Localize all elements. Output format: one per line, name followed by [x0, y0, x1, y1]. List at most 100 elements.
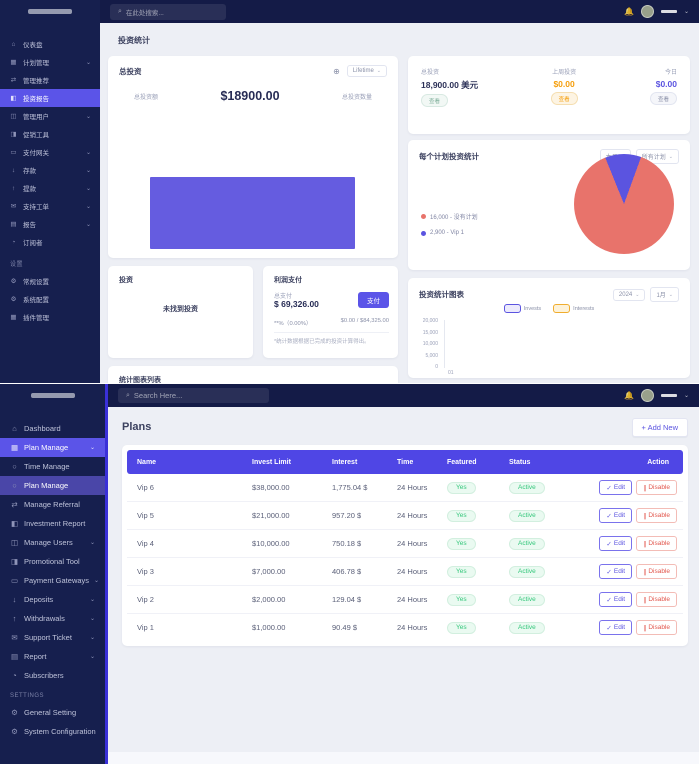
check-icon: ✓ — [606, 540, 612, 548]
sidebar-item-manage-users[interactable]: ◫ 管理用户 ⌄ — [0, 107, 100, 125]
sidebar-item-dashboard[interactable]: ⌂ 仪表盘 — [0, 35, 100, 53]
sidebar-item-time-manage[interactable]: ○ Time Manage — [0, 457, 105, 476]
disable-button[interactable]: ∥ Disable — [636, 480, 677, 495]
disable-button[interactable]: ∥ Disable — [636, 592, 677, 607]
status-badge: Active — [509, 509, 545, 522]
disable-label: Disable — [648, 568, 670, 575]
column-header: Action — [647, 458, 669, 466]
disable-button[interactable]: ∥ Disable — [636, 536, 677, 551]
edit-button[interactable]: ✓ Edit — [599, 620, 633, 635]
sidebar-item-deposits[interactable]: ↓ 存款 ⌄ — [0, 161, 100, 179]
y-tick-label: 5,000 — [425, 352, 438, 359]
chevron-down-icon: ⌄ — [89, 616, 95, 622]
sidebar-item-dashboard[interactable]: ⌂ Dashboard — [0, 419, 105, 438]
sidebar-item-plan-manage[interactable]: ▦ Plan Manage ⌄ — [0, 438, 105, 457]
sidebar-item-deposits[interactable]: ↓ Deposits ⌄ — [0, 590, 105, 609]
avatar[interactable] — [640, 389, 654, 402]
chevron-down-icon: ⌄ — [376, 68, 381, 74]
sidebar-item-manage-referral[interactable]: ⇄ Manage Referral — [0, 495, 105, 514]
sidebar-item-subscribers[interactable]: ◔ 订阅者 — [0, 233, 100, 251]
sidebar-item-manage-referral[interactable]: ⇄ 管理推荐 — [0, 71, 100, 89]
grid-icon: ▦ — [10, 59, 17, 66]
chevron-down-icon: ⌄ — [635, 291, 640, 298]
filter-dropdown[interactable]: 1月 ⌄ — [650, 287, 679, 302]
sidebar-item-plan-manage[interactable]: ▦ 计划管理 ⌄ — [0, 53, 100, 71]
table-row: Vip 2 $2,000.00 129.04 $ 24 Hours Yes Active ✓… — [127, 586, 683, 614]
home-icon: ⌂ — [12, 424, 17, 433]
sidebar-item-label: 仪表盘 — [23, 42, 43, 49]
notifications-bell-icon[interactable]: 🔔 — [624, 7, 634, 16]
megaphone-icon: ◨ — [10, 557, 19, 566]
featured-badge: Yes — [447, 481, 476, 494]
table-row: Vip 1 $1,000.00 90.49 $ 24 Hours Yes Active ✓ E… — [127, 614, 683, 641]
sidebar-item-report[interactable]: ▤ Report ⌄ — [0, 647, 105, 666]
sidebar-item-general-setting[interactable]: ⚙ 常规设置 — [0, 272, 100, 290]
lifetime-filter-dropdown[interactable]: Lifetime ⌄ — [346, 65, 387, 77]
sidebar-item-promotional-tool[interactable]: ◨ Promotional Tool — [0, 552, 105, 571]
sidebar-item-payment-gateways[interactable]: ▭ 支付网关 ⌄ — [0, 143, 100, 161]
summary-badge[interactable]: 查看 — [649, 92, 677, 105]
chart-list-strip[interactable]: 统计图表列表 — [108, 366, 398, 383]
summary-badge[interactable]: 查看 — [421, 94, 449, 107]
cell-name: Vip 4 — [137, 539, 154, 548]
edit-label: Edit — [613, 596, 626, 603]
sidebar-item-plan-manage-sub[interactable]: ○ Plan Manage — [0, 476, 105, 495]
search-placeholder: 在此处搜索... — [125, 9, 164, 17]
sidebar-item-system-configuration[interactable]: ⚙ 系统配置 — [0, 290, 100, 308]
sidebar-item-label: 系统配置 — [23, 297, 49, 304]
cell-featured: Yes — [443, 565, 505, 578]
sidebar-item-withdrawals[interactable]: ↑ 提款 ⌄ — [0, 179, 100, 197]
deposit-icon: ↓ — [12, 595, 17, 604]
sidebar-item-label: 支付网关 — [23, 150, 49, 157]
column-header: Interest — [332, 458, 358, 466]
disable-button[interactable]: ∥ Disable — [636, 564, 677, 579]
legend-label: Invests — [523, 305, 542, 312]
pause-icon: ∥ — [643, 568, 647, 576]
chevron-down-icon: ⌄ — [85, 185, 91, 192]
disable-button[interactable]: ∥ Disable — [636, 620, 677, 635]
cell-name: Vip 2 — [137, 595, 154, 604]
sidebar-item-support-ticket[interactable]: ✉ 支持工单 ⌄ — [0, 197, 100, 215]
sidebar-item-subscribers[interactable]: ◔ Subscribers — [0, 666, 105, 685]
edit-button[interactable]: ✓ Edit — [599, 592, 633, 607]
pause-icon: ∥ — [643, 624, 647, 632]
summary-badge[interactable]: 查看 — [550, 92, 578, 105]
sidebar-item-investment-report[interactable]: ◧ 投资报告 — [0, 89, 100, 107]
sidebar-item-report[interactable]: ▤ 报告 ⌄ — [0, 215, 100, 233]
chevron-down-icon[interactable]: ⌄ — [683, 393, 689, 399]
chevron-down-icon[interactable]: ⌄ — [683, 9, 689, 15]
search-input[interactable]: ⌕ Search Here... — [118, 388, 269, 403]
check-icon: ✓ — [606, 512, 612, 520]
search-input[interactable]: ⌕ 在此处搜索... — [110, 3, 226, 20]
edit-button[interactable]: ✓ Edit — [599, 508, 633, 523]
pay-button[interactable]: 支付 — [358, 292, 389, 308]
sidebar-item-manage-users[interactable]: ◫ Manage Users ⌄ — [0, 533, 105, 552]
avatar[interactable] — [640, 5, 654, 18]
sidebar-item-payment-gateways[interactable]: ▭ Payment Gateways ⌄ — [0, 571, 105, 590]
disable-button[interactable]: ∥ Disable — [636, 508, 677, 523]
card-title: 利润支付 — [274, 277, 302, 284]
app-logo[interactable] — [0, 384, 105, 407]
edit-button[interactable]: ✓ Edit — [599, 536, 633, 551]
app-logo[interactable] — [0, 0, 100, 23]
edit-button[interactable]: ✓ Edit — [599, 480, 633, 495]
pause-icon: ∥ — [643, 512, 647, 520]
deposit-icon: ↓ — [11, 166, 16, 174]
table-body: Vip 6 $38,000.00 1,775.04 $ 24 Hours Yes Acti… — [127, 474, 683, 641]
sidebar-item-support-ticket[interactable]: ✉ Support Ticket ⌄ — [0, 628, 105, 647]
sidebar-item-promotional-tool[interactable]: ◨ 促销工具 — [0, 125, 100, 143]
y-axis-line — [444, 320, 445, 368]
sidebar-item-withdrawals[interactable]: ↑ Withdrawals ⌄ — [0, 609, 105, 628]
sidebar-item-investment-report[interactable]: ◧ Investment Report — [0, 514, 105, 533]
sidebar-item-system-configuration[interactable]: ⚙ System Configuration — [0, 722, 105, 741]
add-new-button[interactable]: + Add New — [631, 418, 688, 437]
referral-icon: ⇄ — [11, 500, 18, 509]
edit-button[interactable]: ✓ Edit — [599, 564, 633, 579]
pause-icon: ∥ — [643, 540, 647, 548]
target-icon[interactable]: ⊕ — [333, 66, 340, 76]
pause-icon: ∥ — [643, 484, 647, 492]
sidebar-item-plugin-manage[interactable]: ▦ 插件管理 — [0, 308, 100, 326]
filter-dropdown[interactable]: 2024 ⌄ — [612, 288, 646, 301]
notifications-bell-icon[interactable]: 🔔 — [624, 391, 634, 400]
sidebar-item-general-setting[interactable]: ⚙ General Setting — [0, 703, 105, 722]
